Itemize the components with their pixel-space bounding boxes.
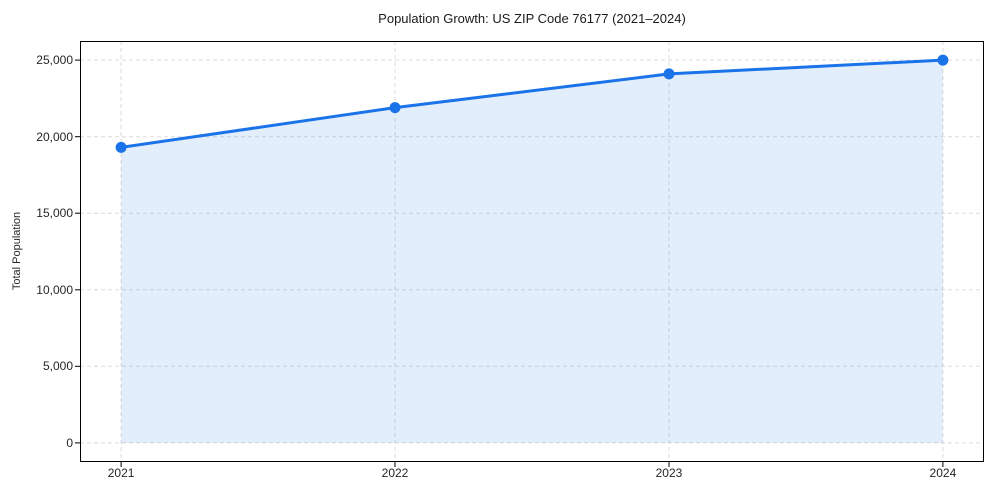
x-tick-label: 2022 bbox=[381, 466, 409, 480]
data-point-marker bbox=[115, 141, 127, 153]
data-point-marker bbox=[389, 102, 401, 114]
x-tick-label: 2024 bbox=[929, 466, 957, 480]
x-tick-label: 2023 bbox=[655, 466, 683, 480]
data-point-marker bbox=[937, 54, 949, 66]
x-tick-label: 2021 bbox=[107, 466, 135, 480]
y-tick-label: 5,000 bbox=[42, 359, 73, 374]
data-line bbox=[119, 58, 945, 149]
y-tick-label: 20,000 bbox=[36, 129, 73, 144]
data-point-marker bbox=[663, 68, 675, 80]
area-fill bbox=[121, 60, 943, 443]
y-tick-label: 15,000 bbox=[36, 206, 73, 221]
y-tick-label: 10,000 bbox=[36, 282, 73, 297]
chart-title: Population Growth: US ZIP Code 76177 (20… bbox=[378, 11, 686, 26]
axis-spine bbox=[80, 41, 984, 462]
y-tick-label: 0 bbox=[66, 435, 73, 450]
y-tick-label: 25,000 bbox=[36, 53, 73, 68]
